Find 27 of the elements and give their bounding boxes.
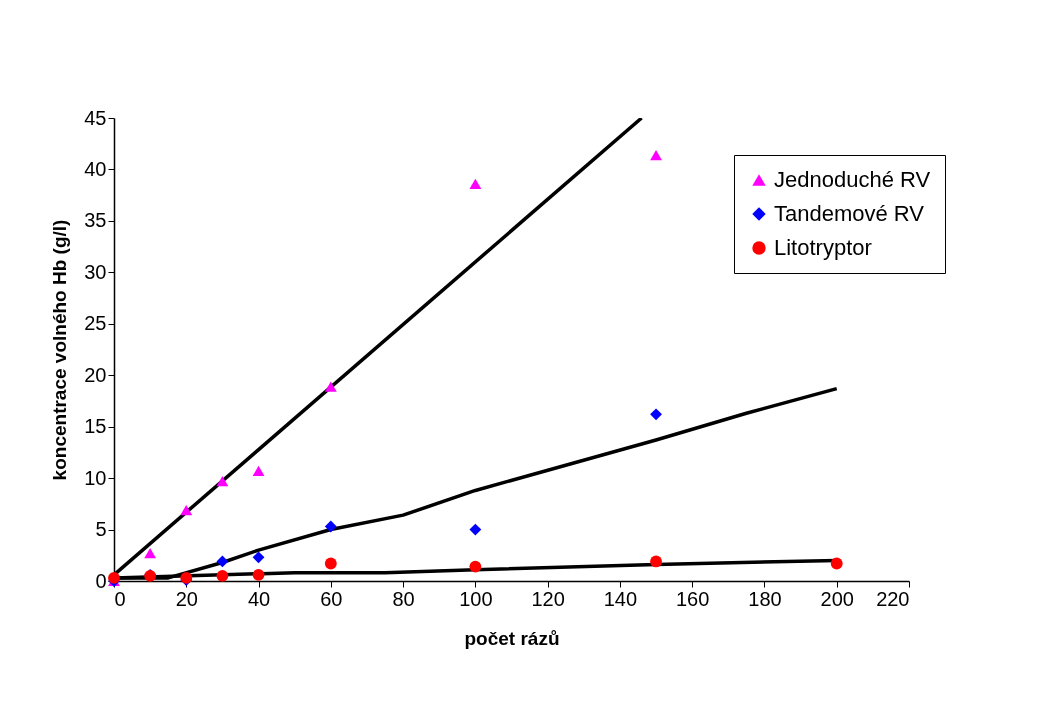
x-tick-label: 120 (531, 587, 565, 610)
x-tick-label: 80 (392, 587, 415, 610)
y-tick-label: 10 (84, 466, 107, 489)
y-tick-label: 45 (84, 106, 107, 129)
x-tick-label: 60 (320, 587, 343, 610)
y-tick-label: 30 (84, 260, 107, 283)
y-tick-label: 5 (95, 518, 107, 541)
x-tick-label: 0 (114, 587, 126, 610)
legend-label: Jednoduché RV (774, 167, 931, 192)
y-tick-label: 15 (84, 415, 107, 438)
x-tick-label: 140 (603, 587, 638, 610)
x-tick-label: 160 (675, 587, 710, 610)
x-tick-label: 220 (876, 587, 910, 610)
y-tick-label: 35 (84, 209, 107, 232)
x-tick-label: 180 (748, 587, 782, 610)
y-axis-title: koncentrace volného Hb (g/l) (49, 219, 71, 481)
legend-label: Tandemové RV (774, 201, 925, 226)
y-tick-label: 25 (84, 312, 107, 335)
y-tick-label: 40 (84, 157, 107, 180)
legend-label: Litotryptor (774, 235, 872, 260)
x-tick-label: 40 (247, 587, 271, 610)
y-tick-label: 20 (84, 363, 107, 386)
x-axis-title: počet rázů (464, 627, 560, 649)
x-tick-label: 20 (175, 587, 198, 610)
x-tick-label: 100 (459, 587, 493, 610)
y-tick-label: 0 (95, 569, 107, 592)
x-tick-label: 200 (820, 587, 854, 610)
